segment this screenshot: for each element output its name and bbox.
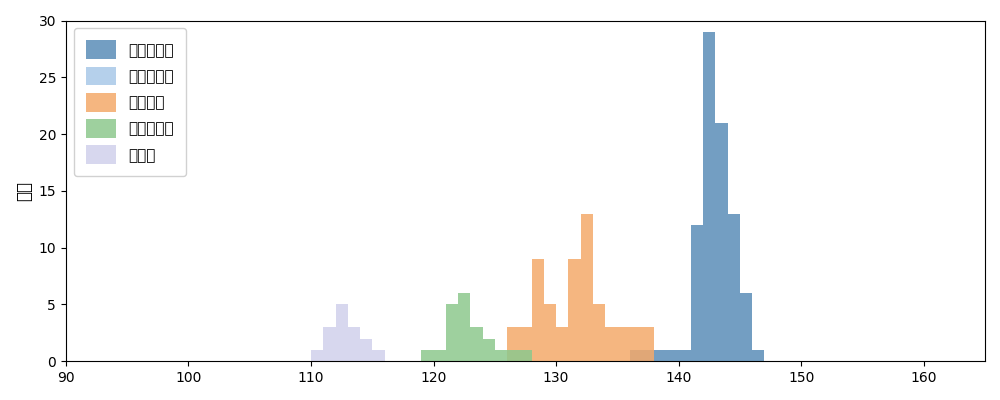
Bar [728, 214, 740, 361]
Legend: ストレート, ツーシーム, フォーク, スライダー, カーブ: ストレート, ツーシーム, フォーク, スライダー, カーブ [74, 28, 186, 176]
Bar [642, 350, 654, 361]
Bar [740, 293, 752, 361]
Bar [532, 259, 544, 361]
Bar [372, 350, 385, 361]
Bar [703, 32, 715, 361]
Bar [617, 327, 630, 361]
Bar [507, 350, 519, 361]
Bar [556, 327, 568, 361]
Bar [336, 304, 348, 361]
Bar [654, 350, 666, 361]
Bar [752, 350, 764, 361]
Bar [581, 214, 593, 361]
Bar [630, 350, 642, 361]
Bar [507, 327, 519, 361]
Bar [348, 327, 360, 361]
Bar [470, 327, 483, 361]
Bar [544, 304, 556, 361]
Bar [421, 350, 434, 361]
Bar [605, 327, 617, 361]
Bar [360, 338, 372, 361]
Bar [311, 350, 323, 361]
Bar [630, 327, 642, 361]
Bar [323, 327, 336, 361]
Bar [691, 225, 703, 361]
Bar [519, 350, 532, 361]
Bar [666, 350, 679, 361]
Bar [446, 304, 458, 361]
Bar [519, 327, 532, 361]
Bar [434, 350, 446, 361]
Bar [483, 338, 495, 361]
Bar [715, 123, 728, 361]
Bar [568, 259, 581, 361]
Y-axis label: 球数: 球数 [15, 181, 33, 201]
Bar [495, 350, 507, 361]
Bar [679, 350, 691, 361]
Bar [642, 327, 654, 361]
Bar [458, 293, 470, 361]
Bar [593, 304, 605, 361]
